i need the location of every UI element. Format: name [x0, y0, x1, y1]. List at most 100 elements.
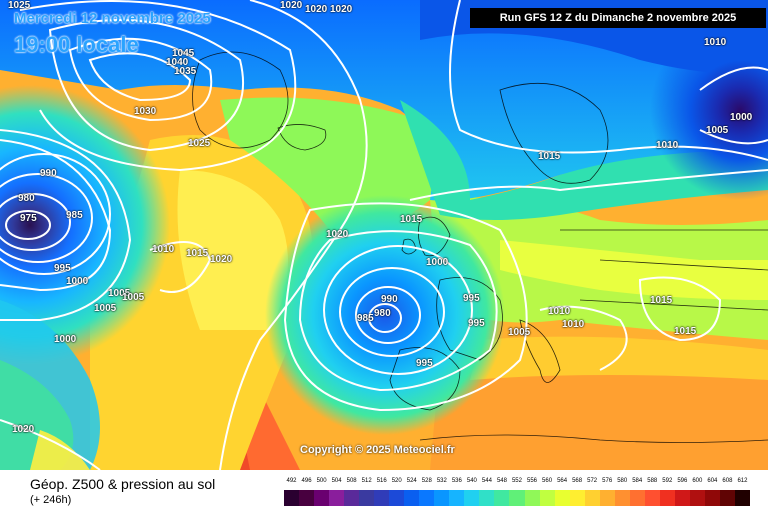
isobar-biscay-980: [368, 303, 402, 333]
isobar-1020-sw: [0, 419, 101, 470]
isobar-label-1020-mid: 1020: [210, 254, 233, 265]
scale-value: 580: [617, 478, 628, 484]
scale-value: 548: [496, 478, 507, 484]
legend-title: Géop. Z500 & pression au sol: [30, 476, 216, 492]
scale-value: 528: [421, 478, 432, 484]
isobar-label-980: 980: [18, 193, 35, 204]
scale-value: 568: [572, 478, 583, 484]
scale-value: 604: [707, 478, 718, 484]
biscay-low: [0, 0, 768, 470]
legend-subtitle: (+ 246h): [30, 494, 72, 506]
isobar-label-1015-balkans: 1015: [650, 295, 673, 306]
isobar-label-1010-ne-1: 1010: [656, 140, 679, 151]
isobar-1045: [88, 52, 192, 102]
scale-value: 496: [301, 478, 312, 484]
isobar-label-1000-sw: 1000: [54, 334, 77, 345]
isobar-label-985-biscay: 985: [357, 313, 374, 324]
scale-swatch: [689, 490, 705, 506]
isobar-980: [0, 193, 71, 251]
isobar-biscay-985: [355, 286, 421, 344]
scale-swatch: [569, 490, 585, 506]
isobar-1025-north: [19, 0, 297, 172]
scale-value: 544: [481, 478, 492, 484]
isobar-label-1020-top-3: 1020: [330, 4, 353, 15]
scale-value: 540: [466, 478, 477, 484]
scale-swatch: [374, 490, 390, 506]
isobar-label-1045: 1045: [172, 48, 195, 59]
isobars: [0, 0, 768, 470]
scale-swatch: [509, 490, 525, 506]
isobar-biscay-1000: [298, 230, 498, 392]
isobar-label-995-france-2: 995: [468, 318, 485, 329]
scale-value: 600: [692, 478, 703, 484]
color-scale: 492 496 500 504 508 512 516 520 524 528 532 536 540 5…: [284, 478, 750, 508]
isobar-label-1025-top-left: 1025: [8, 0, 31, 11]
scale-swatch: [389, 490, 405, 506]
isobar-label-1005-c: 1005: [94, 303, 117, 314]
isobar-label-1005-ne: 1005: [706, 125, 729, 136]
isobar-1010-north: [449, 0, 768, 161]
coastlines: [192, 51, 768, 443]
scale-value: 500: [316, 478, 327, 484]
scale-value: 492: [286, 478, 297, 484]
isobar-1015-mid: [149, 241, 212, 293]
forecast-time: 19:00 locale: [14, 32, 139, 57]
scale-value: 524: [406, 478, 417, 484]
scale-value: 504: [331, 478, 342, 484]
isobar-1030: [48, 19, 245, 152]
isobar-label-1005-alps: 1005: [508, 327, 531, 338]
isobar-label-1025-greenland: 1025: [188, 138, 211, 149]
isobar-label-1005-b: 1005: [122, 292, 145, 303]
isobar-1010-italy: [539, 305, 628, 371]
scale-value: 592: [662, 478, 673, 484]
scale-value: 516: [376, 478, 387, 484]
scale-swatch: [494, 490, 510, 506]
isobar-label-1020-atlantic: 1020: [326, 229, 349, 240]
scale-swatch: [524, 490, 540, 506]
isobar-label-1000-biscay: 1000: [426, 257, 449, 268]
scale-value: 596: [677, 478, 688, 484]
isobar-1015-north: [409, 169, 768, 201]
isobar-label-985-low-west: 985: [66, 210, 83, 221]
scale-swatch: [284, 490, 300, 506]
scale-value: 520: [391, 478, 402, 484]
isobar-995-west: [0, 139, 112, 292]
scale-value: 536: [451, 478, 462, 484]
scale-swatch: [479, 490, 495, 506]
isobar-label-975: 975: [20, 213, 37, 224]
scale-swatch: [644, 490, 660, 506]
isobar-label-1010-mid: 1010: [152, 244, 175, 255]
scale-swatch: [419, 490, 435, 506]
isobar-label-990-biscay: 990: [381, 294, 398, 305]
isobar-label-1015-scand: 1015: [538, 151, 561, 162]
isobar-label-1000-ne: 1000: [730, 112, 753, 123]
isobar-975: [5, 210, 51, 240]
isobar-1035: [68, 37, 213, 122]
scale-value: 588: [647, 478, 658, 484]
isobar-label-1015-biscay-n: 1015: [400, 214, 423, 225]
isobar-990: [0, 153, 111, 275]
isobar-biscay-990: [339, 267, 445, 357]
isobar-biscay-995: [323, 245, 473, 375]
scale-swatch: [584, 490, 600, 506]
isobar-1020-ridge: [219, 0, 368, 470]
france-outline: [436, 277, 503, 361]
iceland-outline: [277, 124, 327, 151]
scale-swatch: [674, 490, 690, 506]
scale-value: 560: [542, 478, 553, 484]
isobar-label-1010-italy-2: 1010: [562, 319, 585, 330]
greenland-outline: [192, 51, 289, 149]
scale-swatch: [704, 490, 720, 506]
scale-value: 508: [346, 478, 357, 484]
border-lines: [560, 229, 768, 311]
isobar-label-1020-bottom-left: 1020: [12, 424, 35, 435]
scale-swatch: [314, 490, 330, 506]
scale-value: 512: [361, 478, 372, 484]
isobar-label-1035: 1035: [174, 66, 197, 77]
run-info: Run GFS 12 Z du Dimanche 2 novembre 2025: [470, 8, 766, 28]
iberia-outline: [389, 347, 461, 411]
north-africa-coast: [419, 434, 768, 443]
scale-swatch: [554, 490, 570, 506]
scale-value: 572: [587, 478, 598, 484]
scale-value: 576: [602, 478, 613, 484]
